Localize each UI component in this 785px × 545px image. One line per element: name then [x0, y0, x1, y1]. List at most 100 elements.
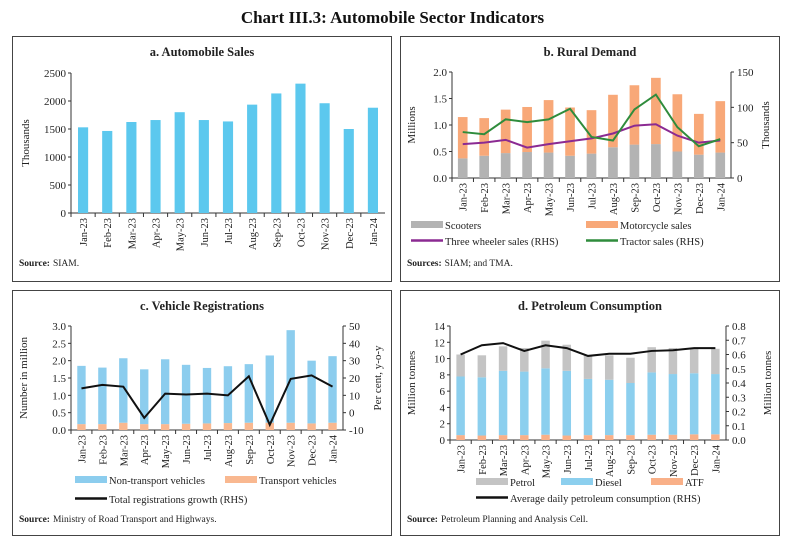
bar-motorcycle-sales: [608, 94, 618, 148]
y-tick-label: 1500: [44, 124, 67, 136]
bar-motorcycle-sales: [693, 113, 704, 155]
bar-petrol: [647, 347, 656, 373]
bar-petrol: [604, 355, 614, 380]
y-tick-label: 14: [434, 321, 446, 333]
bar-motorcycle-sales: [715, 101, 726, 153]
bar-atf: [604, 435, 614, 440]
bar-motorcycle-sales: [629, 85, 640, 145]
y-tick-label: 0.0: [52, 425, 66, 437]
bar-scooters: [651, 144, 661, 178]
y-tick-label: 0.5: [433, 147, 447, 159]
source-text: SIAM.: [53, 259, 79, 269]
y-tick-label: 0.0: [433, 173, 447, 185]
legend-label: Non-transport vehicles: [109, 476, 205, 487]
y-tick-label: 1000: [44, 152, 67, 164]
x-tick-label: Sep-23: [272, 218, 283, 248]
legend-label: Scooters: [445, 221, 481, 232]
rural-demand-chart: b. Rural Demand 0.0 0.5 1.0 1.5 2.0 Millions 0 5…: [406, 45, 772, 269]
legend-label: Total registrations growth (RHS): [109, 495, 248, 506]
source-label: Sources:: [407, 259, 442, 269]
source-note: Source: Petroleum Planning and Analysis C…: [407, 515, 588, 525]
bar-diesel: [562, 370, 572, 436]
y-tick-label: 2.5: [52, 338, 66, 350]
bar-non-transport-vehicles: [265, 355, 274, 423]
y2-tick-label: 0.5: [732, 364, 746, 376]
chart-title: c. Vehicle Registrations: [140, 299, 264, 313]
bar-atf: [626, 435, 635, 440]
x-tick-label: Dec-23: [345, 218, 356, 249]
x-tick-label: Jan-24: [329, 434, 340, 463]
x-tick-label: Jan-24: [369, 217, 380, 246]
bar-scooters: [479, 155, 490, 178]
bar-diesel: [689, 373, 699, 435]
bar-diesel: [541, 368, 550, 435]
y-tick-label: 1.5: [52, 373, 66, 385]
y-tick-label: 4: [440, 402, 446, 414]
y-tick-label: 10: [434, 354, 446, 366]
bar-diesel: [477, 377, 487, 436]
source-text: Ministry of Road Transport and Highways.: [53, 514, 217, 525]
x-tick-label: Oct-23: [266, 435, 277, 464]
bar-transport-vehicles: [286, 422, 295, 430]
bar-non-transport-vehicles: [286, 330, 295, 423]
panel-rural-demand: b. Rural Demand 0.0 0.5 1.0 1.5 2.0 Millions 0 5…: [400, 36, 780, 282]
legend-label: Motorcycle sales: [620, 221, 691, 232]
x-tick-label: Apr-23: [152, 218, 163, 248]
x-tick-label: Jun-23: [566, 183, 577, 212]
legend-label: Three wheeler sales (RHS): [445, 237, 559, 248]
bar-motorcycle-sales: [457, 117, 468, 159]
bar-petrol: [711, 348, 720, 375]
bar-atf: [477, 435, 487, 440]
x-tick-label: Jun-23: [182, 435, 193, 464]
x-tick-label: Mar-23: [499, 445, 510, 476]
bar-atf: [689, 434, 699, 440]
y-tick-label: 1.5: [433, 94, 447, 106]
bar-atf: [562, 435, 572, 440]
y2-tick-label: 0.8: [732, 321, 746, 333]
bar-non-transport-vehicles: [307, 360, 316, 424]
y-tick-label: 1.0: [433, 120, 447, 132]
x-tick-label: Aug-23: [224, 435, 235, 467]
legend-swatch: [561, 478, 593, 485]
y-tick-label: 1.0: [52, 390, 66, 402]
y-tick-label: 2000: [44, 96, 67, 108]
bar-scooters: [693, 154, 704, 178]
y2-tick-label: 20: [349, 373, 361, 385]
bar-petrol: [583, 355, 593, 379]
x-tick-label: Jan-24: [716, 182, 727, 211]
bar-petrol: [520, 347, 529, 372]
bar-atf: [498, 435, 508, 440]
bar-sales: [174, 112, 185, 213]
bar-diesel: [583, 378, 593, 436]
bar-sales: [319, 103, 330, 213]
y-tick-label: 6: [440, 386, 446, 398]
bar-transport-vehicles: [119, 422, 128, 430]
automobile-sales-chart: a. Automobile Sales 0 500 1000 1500 2000 2500 T…: [19, 45, 385, 269]
bar-motorcycle-sales: [500, 109, 511, 154]
x-tick-label: Mar-23: [502, 183, 513, 214]
y2-tick-label: -10: [349, 425, 364, 437]
x-tick-label: Jul-23: [224, 218, 235, 244]
bar-scooters: [543, 152, 554, 178]
y-tick-label: 3.0: [52, 321, 66, 333]
bar-scooters: [522, 152, 532, 178]
bar-sales: [102, 130, 113, 213]
bar-petrol: [562, 344, 572, 371]
y2-tick-label: 0.1: [732, 421, 746, 433]
x-tick-label: Jan-23: [77, 435, 88, 463]
bar-motorcycle-sales: [586, 110, 597, 154]
y-tick-label: 500: [50, 180, 67, 192]
y2-tick-label: 50: [737, 138, 749, 150]
bar-transport-vehicles: [77, 424, 86, 430]
bar-scooters: [608, 147, 618, 178]
panel-automobile-sales: a. Automobile Sales 0 500 1000 1500 2000 2500 T…: [12, 36, 392, 282]
y-tick-label: 0: [61, 208, 67, 220]
bar-atf: [647, 434, 656, 440]
x-tick-label: Mar-23: [119, 435, 130, 466]
y-tick-label: 2.0: [433, 67, 447, 79]
bar-transport-vehicles: [244, 422, 254, 430]
bar-non-transport-vehicles: [160, 359, 170, 425]
x-tick-label: Jan-23: [457, 445, 468, 473]
source-label: Source:: [407, 515, 438, 525]
x-tick-label: Jun-23: [563, 445, 574, 474]
